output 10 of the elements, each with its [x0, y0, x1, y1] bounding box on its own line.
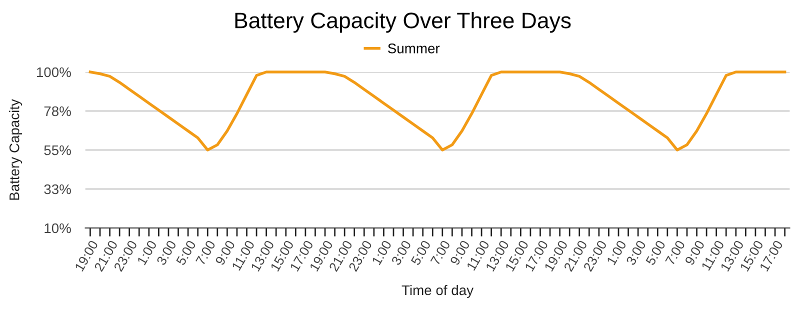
x-axis-title: Time of day: [402, 284, 474, 298]
y-tick-label: 78%: [44, 106, 71, 116]
y-tick-label: 10%: [44, 223, 71, 234]
legend-label: Summer: [388, 43, 440, 54]
line-series: [88, 70, 786, 152]
y-axis-title: Battery Capacity: [9, 99, 22, 200]
y-tick-label: 55%: [44, 145, 71, 156]
y-tick-label: 33%: [44, 184, 71, 194]
y-tick-label: 100%: [36, 67, 71, 78]
chart-title: Battery Capacity Over Three Days: [235, 12, 571, 33]
